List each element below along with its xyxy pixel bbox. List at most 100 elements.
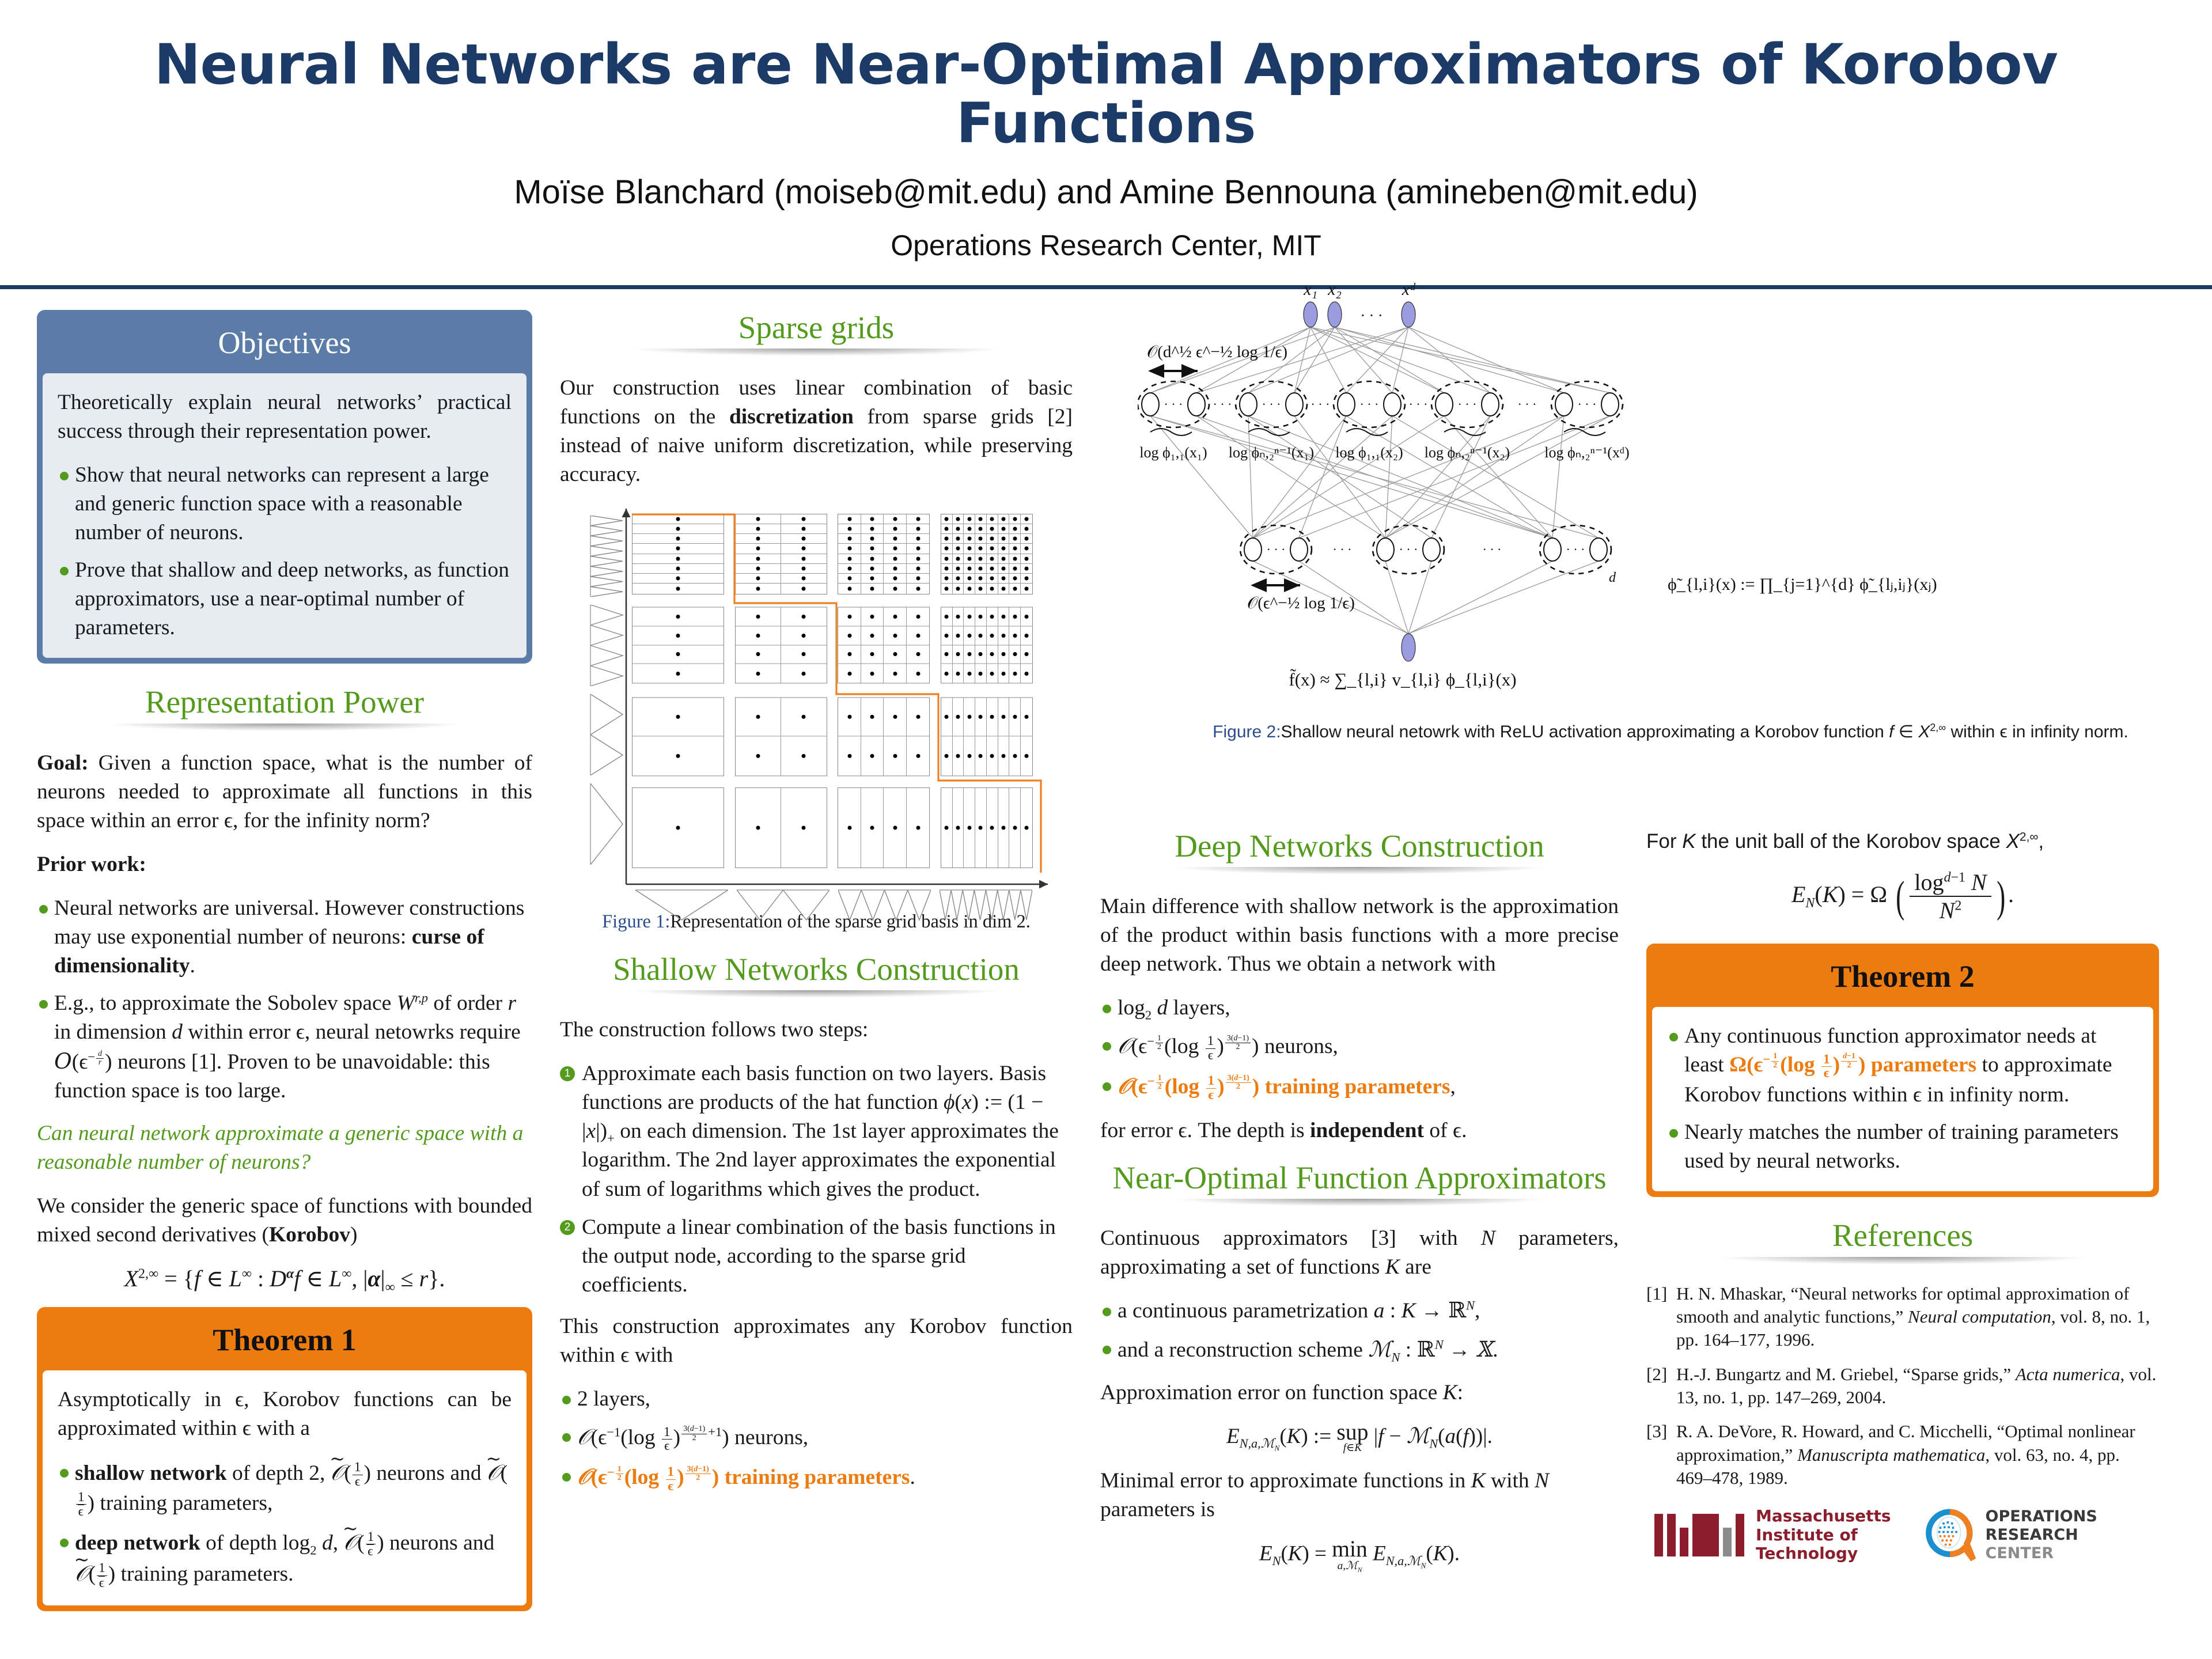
subgrid-cell — [975, 607, 987, 627]
list-item: Nearly matches the number of training pa… — [1667, 1118, 2138, 1176]
grid-point — [967, 671, 972, 676]
subgrid — [940, 513, 1033, 594]
layer2-neuron — [1543, 537, 1562, 562]
subgrid-cell — [861, 607, 884, 627]
edge — [1294, 327, 1335, 393]
list-item: E.g., to approximate the Sobolev space W… — [37, 989, 532, 1105]
list-item: Any continuous function approximator nee… — [1667, 1022, 2138, 1109]
subgrid-cell — [964, 788, 975, 868]
subgrid-cell — [941, 544, 953, 554]
input-label: x₁ — [1303, 280, 1317, 299]
subgrid-cell — [952, 514, 964, 524]
layer2-neuron — [1244, 537, 1262, 562]
subgrid-cell — [781, 514, 827, 524]
subgrid-cell — [906, 626, 930, 646]
grid-point — [1001, 753, 1006, 758]
grid-point — [1024, 566, 1029, 571]
grid-point — [1001, 614, 1006, 619]
layer1-brace — [1346, 428, 1388, 436]
grid-point — [990, 652, 994, 657]
edge — [1552, 415, 1565, 539]
layer2-gap-ellipsis-icon: · · · — [1483, 542, 1502, 556]
grid-point — [990, 566, 994, 571]
section-divider — [1646, 1256, 2159, 1267]
subgrid-cell — [632, 554, 724, 564]
subgrid-cell — [735, 607, 781, 627]
layer1-group-outline — [1430, 380, 1504, 429]
grid-point — [1024, 546, 1029, 551]
subgrid-cell — [906, 554, 930, 564]
layer1-label: log ϕₙ,₂ⁿ⁻¹(x₁) — [1229, 444, 1314, 461]
sparse-grid-cell — [940, 604, 1035, 687]
objectives-title: Objectives — [218, 325, 351, 360]
grid-point — [847, 517, 851, 521]
subgrid-cell — [884, 645, 907, 664]
grid-point — [893, 536, 897, 541]
grid-point — [916, 714, 920, 719]
sparse-grid-cell — [734, 786, 829, 870]
grid-point — [967, 536, 972, 541]
deep-intro: Main difference with shallow network is … — [1100, 895, 1619, 976]
subgrid-cell — [884, 736, 907, 776]
subgrid-cell — [941, 534, 953, 544]
subgrid-cell — [952, 563, 964, 574]
layer1-neuron — [1383, 392, 1402, 416]
subgrid-cell — [861, 563, 884, 574]
grid-point — [847, 576, 851, 581]
subgrid-cell — [781, 524, 827, 535]
group-ellipsis-icon: · · · — [1164, 397, 1183, 411]
grid-point — [990, 527, 994, 531]
edge — [1408, 560, 1432, 634]
layer1-brace — [1563, 428, 1606, 436]
subgrid-cell — [861, 544, 884, 554]
grid-point — [956, 714, 960, 719]
subgrid-cell — [861, 534, 884, 544]
subgrid-cell — [884, 554, 907, 564]
subgrid-cell — [975, 514, 987, 524]
subgrid-cell — [975, 524, 987, 535]
output-formula: f̃(x) ≈ ∑_{l,i} v_{l,i} ϕ_{l,i}(x) — [1289, 669, 1516, 690]
grid-point — [756, 566, 760, 571]
subgrid-cell — [987, 664, 998, 683]
subgrid-cell — [861, 584, 884, 594]
subgrid-cell — [964, 664, 975, 683]
grid-point — [967, 714, 972, 719]
grid-point — [978, 671, 983, 676]
list-item: 𝒪(ϵ− 1 2 (log 1 ϵ) 3(d−1) 2) training paramete… — [1100, 1071, 1619, 1103]
reference-list: [1] H. N. Mhaskar, “Neural networks for … — [1646, 1282, 2159, 1490]
orc-globe-magnifier-icon — [1925, 1509, 1976, 1562]
subgrid-cell — [884, 524, 907, 535]
grid-point — [870, 614, 874, 619]
list-item: 2 Compute a linear combination of the ba… — [560, 1213, 1073, 1300]
subgrid-cell — [987, 788, 998, 868]
subgrid — [734, 697, 827, 777]
edge — [1196, 327, 1409, 393]
subgrid-cell — [632, 608, 724, 627]
grid-point — [944, 546, 949, 551]
edge — [1150, 327, 1311, 393]
edge — [1346, 327, 1409, 393]
page-title: Neural Networks are Near-Optimal Approxi… — [154, 32, 2058, 156]
author-list: Moïse Blanchard (moiseb@mit.edu) and Ami… — [514, 173, 1698, 211]
grid-point — [1024, 614, 1029, 619]
shallow-networks-section: Shallow Networks Construction The constr… — [560, 952, 1073, 1494]
section-title: References — [1832, 1218, 1974, 1253]
grid-point — [944, 576, 949, 581]
logo-row: Massachusetts Institute of Technology — [1646, 1506, 2159, 1563]
subgrid-cell — [838, 514, 861, 524]
subgrid-cell — [632, 534, 724, 544]
edge — [1252, 415, 1445, 539]
subgrid-cell — [781, 626, 827, 646]
input-ellipsis-icon: · · · — [1361, 307, 1383, 324]
subgrid-cell — [986, 574, 998, 584]
subgrid — [838, 607, 930, 684]
sparse-grid-cell — [734, 604, 829, 687]
subgrid-cell — [975, 554, 987, 564]
grid-point — [801, 576, 806, 581]
subgrid — [734, 513, 827, 594]
subgrid-cell — [632, 626, 724, 646]
subgrid-cell — [861, 554, 884, 564]
grid-point — [1024, 671, 1029, 676]
edge — [1248, 327, 1409, 393]
input-node — [1401, 301, 1416, 328]
